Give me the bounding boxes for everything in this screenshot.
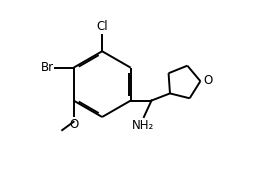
Text: O: O (69, 118, 78, 131)
Text: NH₂: NH₂ (131, 118, 153, 132)
Text: Cl: Cl (96, 20, 107, 33)
Text: Br: Br (41, 61, 54, 74)
Text: O: O (202, 74, 211, 87)
